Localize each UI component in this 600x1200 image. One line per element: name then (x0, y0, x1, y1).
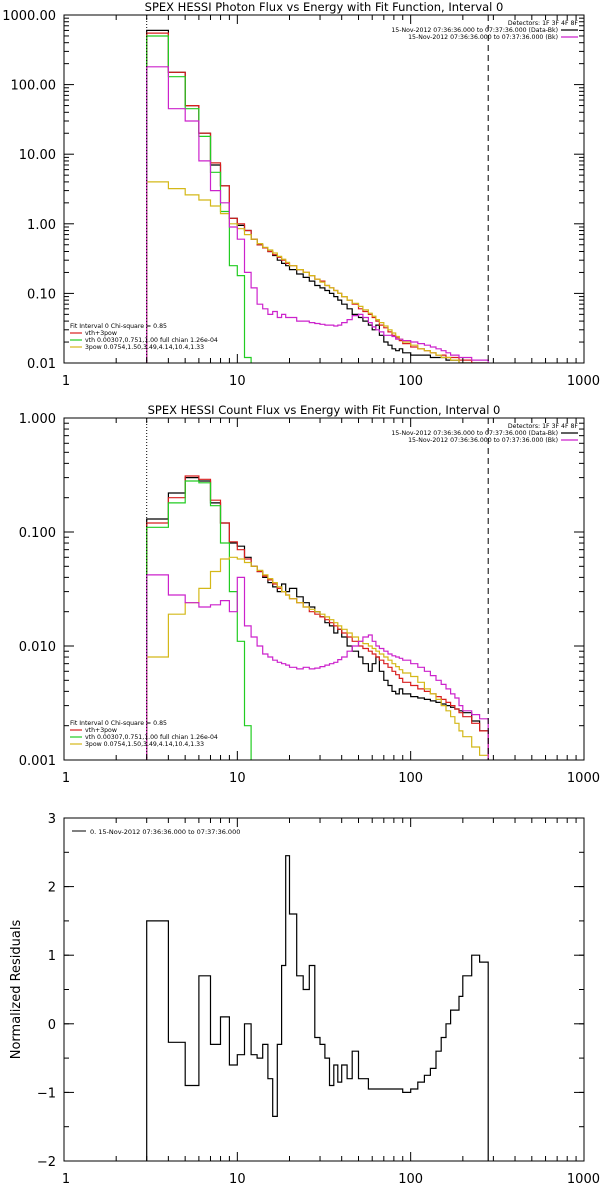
y-tick-label: 10.00 (19, 148, 56, 163)
x-tick-label: 10 (229, 1172, 246, 1187)
series-group (146, 29, 489, 363)
x-tick-label: 1000 (567, 374, 600, 389)
x-tick-label: 1 (62, 374, 70, 389)
y-tick-label: 0.100 (19, 526, 56, 541)
chart-panel-3: Normalized Residuals 1 10 100 1000 −2 −1 0 1 2 3 0.… (9, 812, 600, 1187)
y-tick-label: 1.000 (19, 412, 56, 427)
y-axis-label: Normalized Residuals (9, 920, 24, 1060)
legend-bottom-entry: vth 0.00307,0.751,1.00 full chian 1.26e-… (85, 734, 218, 741)
y-tick-label: 0.01 (27, 357, 56, 372)
x-tick-label: 1 (62, 1172, 70, 1187)
x-tick-label: 1 (62, 771, 70, 786)
y-tick-label: 0 (48, 1018, 56, 1033)
plot-frame (63, 417, 585, 761)
y-tick-label: −1 (37, 1086, 56, 1101)
series-group (146, 855, 489, 1161)
legend-top-entry: 15-Nov-2012 07:36:36.000 to 07:37:36.000… (408, 437, 558, 444)
y-tick-label: 0.010 (19, 640, 56, 655)
y-tick-label: 1000.00 (2, 9, 56, 24)
plot-frame (63, 817, 585, 1162)
legend-top-entry: 15-Nov-2012 07:36:36.000 to 07:37:36.000… (391, 430, 558, 437)
series-line-2 (146, 32, 489, 363)
y-tick-label: 1 (48, 949, 56, 964)
x-tick-label: 10 (229, 771, 246, 786)
y-tick-label: −2 (37, 1155, 56, 1170)
legend-entry: 0. 15-Nov-2012 07:36:36.000 to 07:37:36.… (90, 828, 240, 836)
series-line-4 (146, 181, 473, 363)
series-line-1 (146, 29, 489, 363)
chart-title: SPEX HESSI Photon Flux vs Energy with Fi… (145, 0, 504, 14)
y-tick-label: 1.00 (27, 218, 56, 233)
y-tick-label: 0.10 (27, 287, 56, 302)
series-line-4 (146, 556, 489, 760)
series-line-5 (146, 66, 489, 363)
x-tick-label: 100 (398, 1172, 423, 1187)
legend-bottom-entry: Fit Interval 0 Chi-square = 0.85 (70, 720, 167, 727)
y-tick-label: 3 (48, 812, 56, 827)
chart-panel-1: SPEX HESSI Photon Flux vs Energy with Fi… (2, 0, 600, 389)
x-tick-label: 1000 (567, 771, 600, 786)
legend-bottom-entry: vth 0.00307,0.751,1.00 full chian 1.26e-… (85, 337, 218, 344)
legend-top-entry: 15-Nov-2012 07:36:36.000 to 07:37:36.000… (391, 27, 558, 34)
series-line-1 (146, 477, 489, 760)
chart-panel-2: SPEX HESSI Count Flux vs Energy with Fit… (19, 403, 600, 786)
legend-top-entry: 15-Nov-2012 07:36:36.000 to 07:37:36.000… (408, 34, 558, 41)
series-line-3 (146, 480, 252, 760)
series-line-2 (146, 475, 489, 760)
x-tick-label: 100 (398, 771, 423, 786)
legend-bottom-entry: 3pow 0.0754,1.50,3.49,4.14,10.4,1.33 (85, 344, 204, 351)
y-tick-label: 100.00 (11, 79, 57, 94)
legend-bottom-entry: vth+3pow (85, 727, 117, 734)
legend-bottom-entry: Fit Interval 0 Chi-square = 0.85 (70, 323, 167, 330)
x-tick-label: 100 (398, 374, 423, 389)
legend-top-entry: Detectors: 1F 3F 4F 8F (508, 20, 579, 27)
chart-title: SPEX HESSI Count Flux vs Energy with Fit… (148, 403, 501, 417)
series-line-3 (146, 35, 252, 363)
legend-bottom-entry: 3pow 0.0754,1.50,3.49,4.14,10.4,1.33 (85, 741, 204, 748)
legend-bottom-entry: vth+3pow (85, 330, 117, 337)
y-tick-label: 0.001 (19, 754, 56, 769)
x-tick-label: 1000 (567, 1172, 600, 1187)
series-group (146, 475, 489, 760)
x-tick-label: 10 (229, 374, 246, 389)
series-line-1 (146, 855, 489, 1161)
plot-frame (63, 14, 585, 364)
series-line-5 (146, 574, 489, 760)
y-tick-label: 2 (48, 881, 56, 896)
legend-top-entry: Detectors: 1F 3F 4F 8F (508, 423, 579, 430)
